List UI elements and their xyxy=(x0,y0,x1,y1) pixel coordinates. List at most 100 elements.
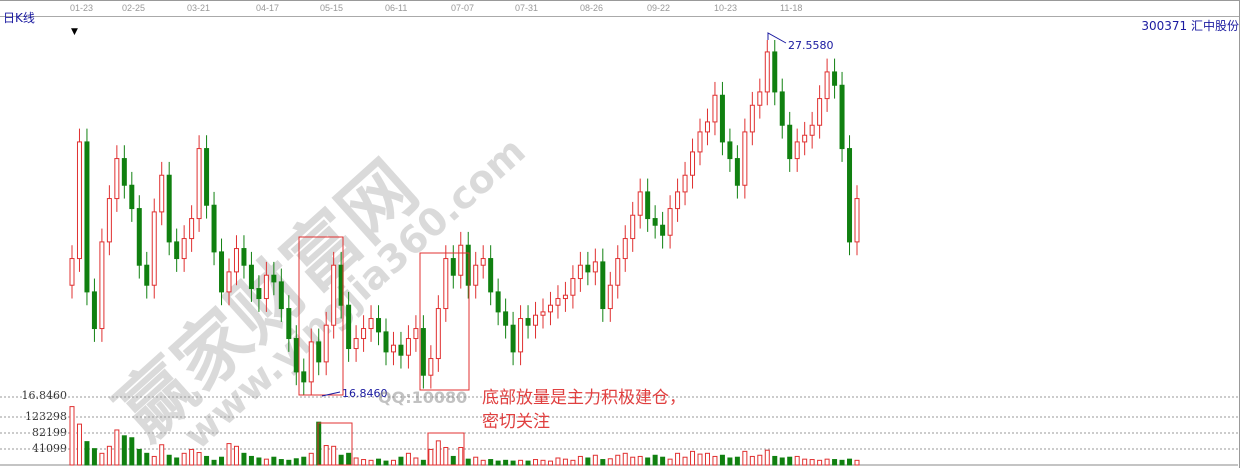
candle-body xyxy=(757,91,763,106)
candle-body xyxy=(637,191,643,216)
volume-bar xyxy=(151,455,157,466)
candle-body xyxy=(383,331,389,353)
candle-body xyxy=(772,51,778,93)
candle-body xyxy=(226,271,232,293)
candle-body xyxy=(592,261,598,273)
volume-bar xyxy=(734,456,740,466)
candle-body xyxy=(114,158,120,200)
candle-body xyxy=(204,148,210,206)
candle-body xyxy=(174,241,180,260)
highlight-box xyxy=(298,236,344,396)
candle-body xyxy=(390,344,396,353)
volume-bar xyxy=(256,457,262,466)
volume-bar xyxy=(428,448,434,466)
candle-body xyxy=(712,94,718,123)
candle-body xyxy=(196,148,202,220)
volume-bar xyxy=(697,453,703,466)
volume-bar xyxy=(682,456,688,466)
volume-bar xyxy=(166,454,172,466)
volume-bar xyxy=(233,445,239,466)
volume-bar xyxy=(675,452,681,466)
volume-bar xyxy=(488,459,494,466)
date-tick: 06-11 xyxy=(385,3,408,13)
volume-bar xyxy=(204,455,210,466)
candle-body xyxy=(136,208,142,266)
candle-body xyxy=(91,291,97,330)
volume-bar xyxy=(174,457,180,466)
volume-bar xyxy=(353,457,359,466)
candle-body xyxy=(353,338,359,350)
candle-body xyxy=(794,141,800,160)
date-tick: 07-07 xyxy=(451,3,475,13)
candle-body xyxy=(719,94,725,143)
date-tick: 03-21 xyxy=(187,3,211,13)
volume-bar xyxy=(510,460,516,466)
candle-body xyxy=(435,308,441,360)
date-tick: 08-26 xyxy=(580,3,604,13)
candle-body xyxy=(615,258,621,286)
volume-bar xyxy=(435,440,441,466)
volume-bar xyxy=(106,445,112,466)
volume-bar xyxy=(749,455,755,466)
candle-body xyxy=(159,174,165,213)
candle-body xyxy=(697,131,703,153)
candle-body xyxy=(503,311,509,326)
price-axis-label: 16.8460 xyxy=(21,389,68,402)
volume-bar xyxy=(420,459,426,466)
candle-body xyxy=(99,241,105,330)
candle-body xyxy=(450,258,456,276)
volume-bar xyxy=(622,452,628,466)
candle-body xyxy=(525,318,531,326)
candle-body xyxy=(263,274,269,300)
candle-body xyxy=(577,264,583,280)
volume-bar xyxy=(667,458,673,466)
volume-bar xyxy=(645,457,651,466)
volume-bar xyxy=(817,459,823,466)
volume-bar xyxy=(495,460,501,466)
volume-bar xyxy=(809,459,815,466)
candle-body xyxy=(630,214,636,240)
volume-bar xyxy=(211,459,217,466)
candle-body xyxy=(398,344,404,356)
date-axis: 01-23 02-25 03-21 04-17 05-15 06-11 07-07 07-31… xyxy=(0,0,1240,17)
candle-body xyxy=(675,191,681,210)
volume-bar xyxy=(757,454,763,466)
volume-bar xyxy=(480,459,486,466)
volume-bar xyxy=(323,445,329,466)
volume-bar xyxy=(248,455,254,466)
volume-bar xyxy=(518,459,524,466)
volume-bar xyxy=(652,454,658,466)
volume-bar xyxy=(465,458,471,466)
volume-bar xyxy=(196,452,202,466)
candle-body xyxy=(256,288,262,300)
volume-bar xyxy=(308,452,314,466)
volume-bar xyxy=(398,456,404,466)
volume-bar xyxy=(839,459,845,466)
volume-bar xyxy=(271,456,277,466)
candle-body xyxy=(84,141,90,293)
candle-body xyxy=(465,244,471,286)
volume-bar xyxy=(278,459,284,466)
candle-body xyxy=(166,174,172,243)
volume-bar xyxy=(69,406,75,466)
chart-type-label[interactable]: 日K线 xyxy=(3,11,35,25)
candle-body xyxy=(346,304,352,350)
candle-body xyxy=(69,258,75,286)
candle-body xyxy=(824,71,830,100)
volume-bar xyxy=(690,450,696,466)
volume-bar xyxy=(704,452,710,466)
candle-body xyxy=(376,318,382,333)
volume-bar xyxy=(338,454,344,466)
candle-body xyxy=(144,264,150,286)
candle-body xyxy=(323,324,329,363)
annotation-line-2: 密切关注 xyxy=(482,412,550,432)
candle-body xyxy=(607,284,613,310)
dropdown-triangle-icon[interactable]: ▼ xyxy=(71,27,78,37)
volume-bar xyxy=(129,437,135,466)
highlight-box xyxy=(419,252,470,391)
volume-bar xyxy=(832,459,838,466)
candle-body xyxy=(727,141,733,160)
candle-body xyxy=(458,244,464,276)
